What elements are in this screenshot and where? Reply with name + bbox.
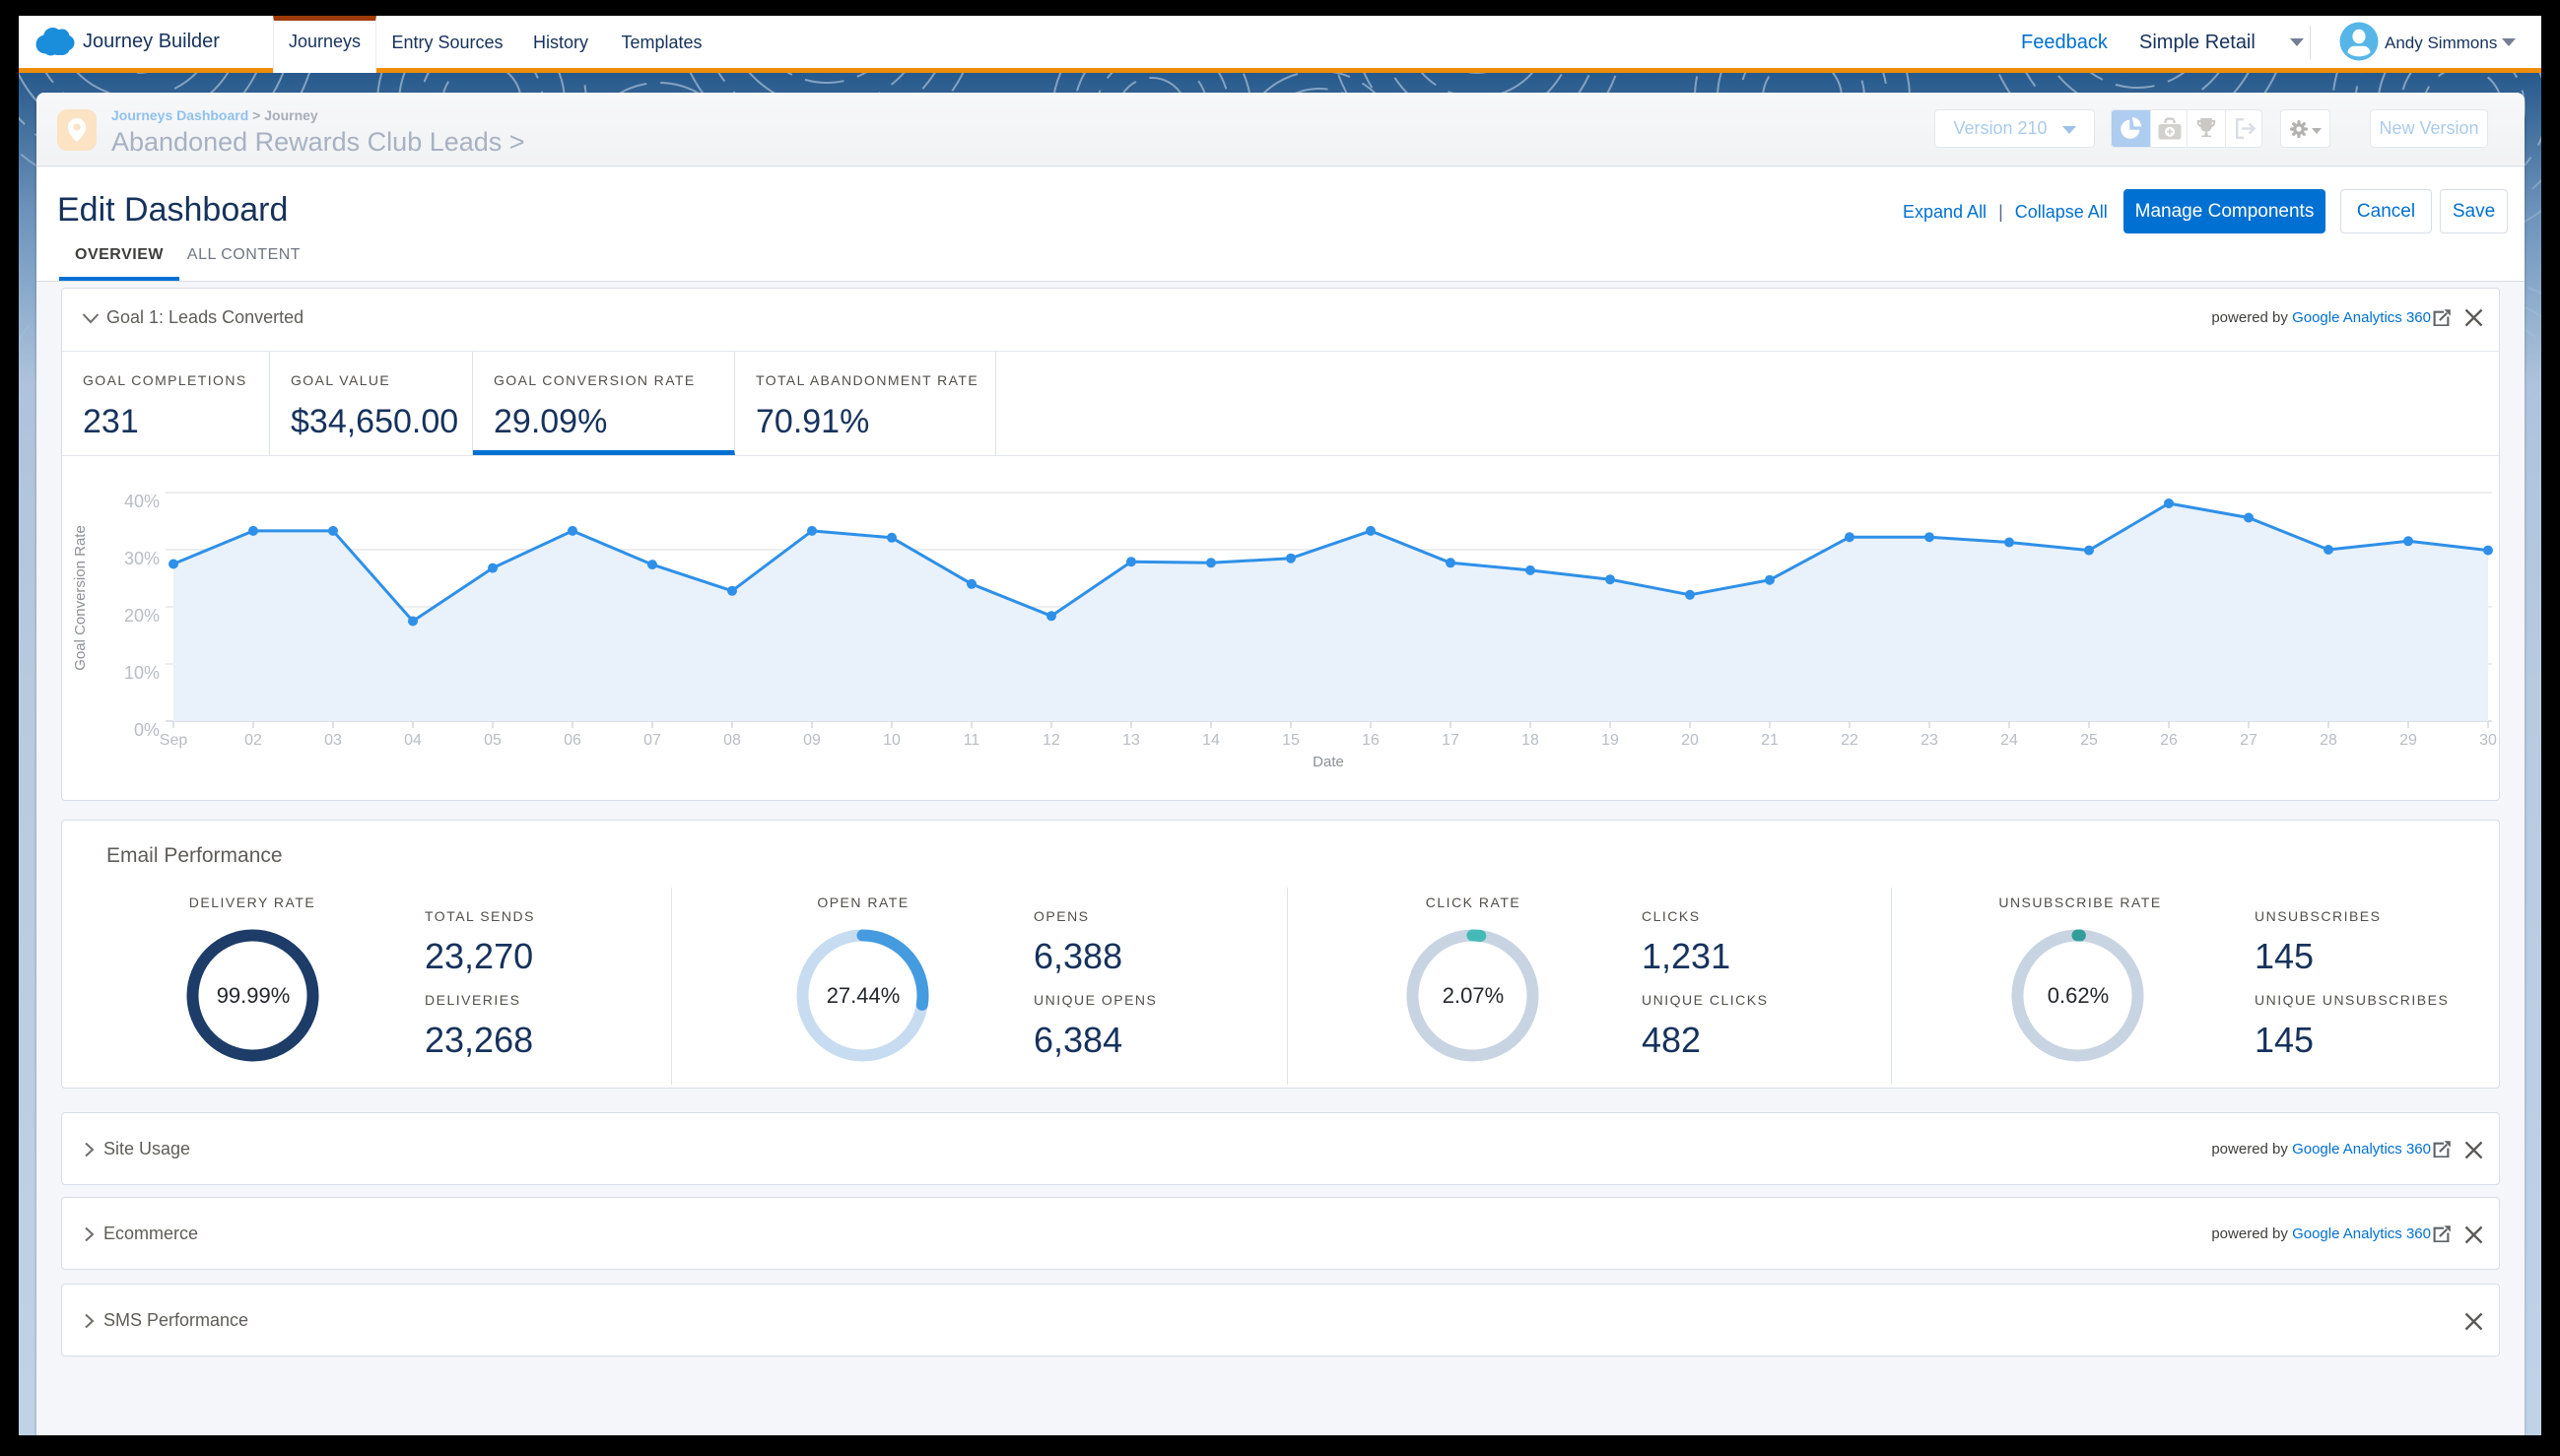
svg-text:25: 25 <box>2080 732 2098 749</box>
svg-text:17: 17 <box>1442 732 1459 749</box>
svg-text:05: 05 <box>484 732 502 749</box>
svg-text:10: 10 <box>883 732 901 749</box>
svg-text:08: 08 <box>723 732 741 749</box>
svg-text:20%: 20% <box>124 606 160 626</box>
svg-text:21: 21 <box>1761 732 1779 749</box>
svg-text:15: 15 <box>1282 732 1300 749</box>
svg-text:09: 09 <box>803 732 821 749</box>
svg-text:11: 11 <box>964 732 980 749</box>
svg-text:22: 22 <box>1841 732 1858 749</box>
svg-text:13: 13 <box>1122 732 1140 749</box>
svg-text:16: 16 <box>1362 732 1380 749</box>
svg-text:03: 03 <box>324 732 342 749</box>
svg-text:29: 29 <box>2399 732 2417 749</box>
svg-text:14: 14 <box>1202 732 1220 749</box>
svg-text:28: 28 <box>2320 732 2337 749</box>
svg-text:06: 06 <box>564 732 581 749</box>
svg-text:23: 23 <box>1920 732 1938 749</box>
svg-text:20: 20 <box>1681 732 1699 749</box>
svg-text:19: 19 <box>1601 732 1619 749</box>
svg-text:10%: 10% <box>124 663 160 683</box>
svg-text:30%: 30% <box>124 549 160 568</box>
svg-text:12: 12 <box>1043 732 1060 749</box>
svg-text:Date: Date <box>1313 754 1344 770</box>
svg-text:26: 26 <box>2160 732 2178 749</box>
svg-text:02: 02 <box>244 732 262 749</box>
svg-text:18: 18 <box>1521 732 1539 749</box>
svg-text:Goal Conversion Rate: Goal Conversion Rate <box>72 525 89 671</box>
svg-text:30: 30 <box>2479 732 2497 749</box>
svg-text:04: 04 <box>404 732 422 749</box>
svg-text:0%: 0% <box>134 720 160 740</box>
svg-text:Sep: Sep <box>160 732 188 749</box>
svg-text:07: 07 <box>643 732 661 749</box>
svg-text:40%: 40% <box>124 492 160 511</box>
svg-text:24: 24 <box>2000 732 2018 749</box>
svg-text:27: 27 <box>2240 732 2257 749</box>
